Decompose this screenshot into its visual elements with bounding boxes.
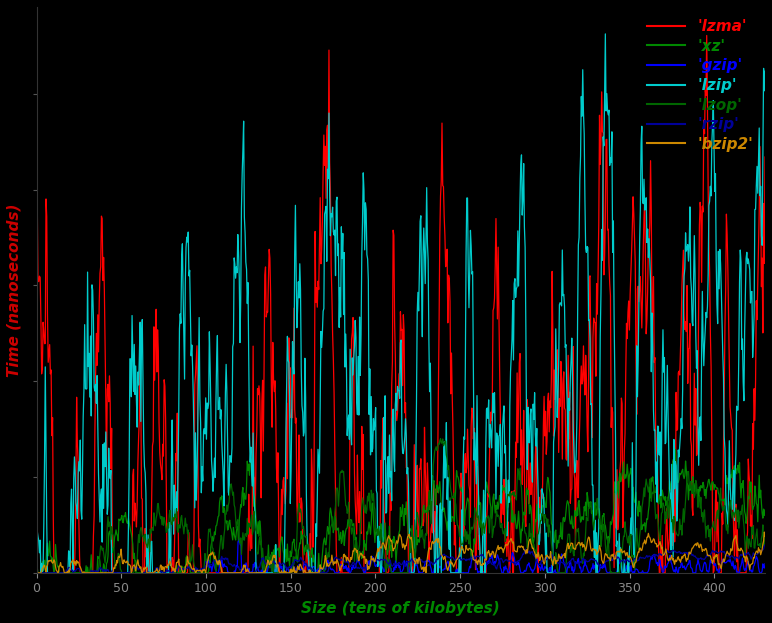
'gzip' [212, 569, 222, 576]
Line: 'lzma': 'lzma' [36, 36, 765, 573]
'gzip' [420, 561, 429, 569]
'rzip' [613, 553, 622, 561]
'lzip' [353, 411, 362, 418]
'rzip' [760, 541, 770, 549]
'bzip2' [760, 528, 769, 536]
'lzip' [327, 210, 336, 217]
'bzip2' [353, 547, 362, 554]
'lzop' [32, 569, 41, 576]
X-axis label: Size (tens of kilobytes): Size (tens of kilobytes) [301, 601, 500, 616]
'lzma' [327, 291, 337, 298]
Line: 'xz': 'xz' [36, 449, 765, 573]
'gzip' [371, 563, 381, 570]
'rzip' [107, 569, 116, 576]
Y-axis label: Time (nanoseconds): Time (nanoseconds) [7, 203, 22, 377]
'lzop' [436, 435, 445, 442]
'lzop' [353, 554, 362, 561]
'lzop' [760, 532, 770, 540]
'bzip2' [32, 569, 41, 576]
'xz' [327, 508, 336, 516]
'bzip2' [600, 553, 609, 560]
'lzop' [327, 522, 336, 530]
'lzma' [702, 32, 711, 39]
'xz' [671, 445, 680, 453]
'xz' [532, 500, 541, 508]
'lzma' [107, 425, 117, 432]
'gzip' [575, 564, 584, 572]
'rzip' [32, 569, 41, 576]
Line: 'rzip': 'rzip' [36, 545, 765, 573]
Line: 'lzop': 'lzop' [36, 439, 765, 573]
'lzip' [532, 425, 541, 432]
'gzip' [201, 558, 211, 565]
'xz' [760, 506, 770, 514]
'gzip' [760, 560, 770, 568]
'bzip2' [327, 558, 336, 566]
'lzip' [107, 467, 116, 474]
'lzma' [614, 518, 623, 526]
Line: 'gzip': 'gzip' [206, 540, 765, 573]
'lzma' [533, 569, 542, 576]
'gzip' [235, 536, 244, 543]
'lzip' [600, 91, 609, 98]
'lzma' [49, 569, 59, 576]
'rzip' [600, 559, 609, 567]
'rzip' [327, 559, 336, 566]
'rzip' [532, 558, 541, 566]
'lzma' [760, 153, 770, 161]
Line: 'bzip2': 'bzip2' [36, 532, 765, 573]
'bzip2' [613, 548, 622, 556]
'lzip' [601, 30, 610, 37]
'xz' [613, 478, 622, 485]
'xz' [107, 535, 116, 542]
'gzip' [399, 565, 408, 573]
'lzip' [614, 557, 623, 564]
'rzip' [353, 564, 362, 572]
'lzma' [601, 213, 610, 221]
'lzip' [32, 569, 41, 576]
'lzma' [354, 497, 363, 505]
'lzma' [32, 190, 41, 197]
'xz' [353, 558, 362, 565]
'gzip' [269, 569, 278, 576]
'xz' [600, 520, 609, 528]
'lzop' [601, 541, 610, 548]
Line: 'lzip': 'lzip' [36, 34, 765, 573]
Legend: 'lzma', 'xz', 'gzip', 'lzip', 'lzop', 'rzip', 'bzip2': 'lzma', 'xz', 'gzip', 'lzip', 'lzop', 'r… [642, 14, 757, 156]
'bzip2' [107, 569, 116, 576]
'xz' [32, 569, 41, 576]
'bzip2' [532, 551, 541, 558]
'lzop' [107, 536, 116, 543]
'lzop' [614, 569, 623, 576]
'gzip' [544, 569, 554, 576]
'bzip2' [760, 533, 770, 540]
'lzip' [760, 67, 770, 75]
'lzop' [533, 531, 542, 538]
